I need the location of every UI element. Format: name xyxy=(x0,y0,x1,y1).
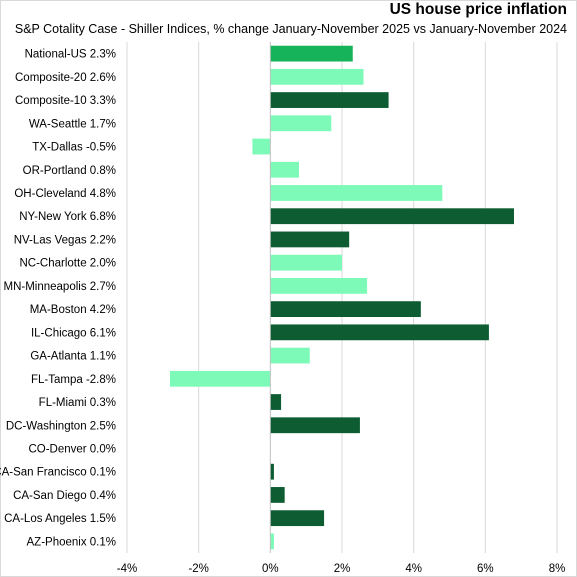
category-label-13: GA-Atlanta 1.1% xyxy=(30,351,116,363)
bar-11 xyxy=(270,301,421,318)
category-label-21: AZ-Phoenix 0.1% xyxy=(27,536,117,548)
bar-3 xyxy=(270,115,332,132)
category-label-14: FL-Tampa -2.8% xyxy=(31,374,116,386)
x-tick-label-6: 8% xyxy=(549,563,566,575)
bar-5 xyxy=(270,161,299,178)
x-tick-label-4: 4% xyxy=(405,563,422,575)
category-label-2: Composite-10 3.3% xyxy=(15,95,116,107)
bar-6 xyxy=(270,185,443,201)
bar-7 xyxy=(270,208,514,225)
category-label-15: FL-Miami 0.3% xyxy=(39,397,116,409)
bar-16 xyxy=(270,417,360,434)
category-label-6: OH-Cleveland 4.8% xyxy=(14,188,116,200)
bar-20 xyxy=(270,510,325,527)
bar-21 xyxy=(270,533,274,550)
bar-14 xyxy=(170,370,271,387)
x-tick-label-1: -2% xyxy=(188,563,208,575)
category-label-5: OR-Portland 0.8% xyxy=(23,165,116,177)
category-label-18: CA-San Francisco 0.1% xyxy=(0,467,116,479)
category-label-4: TX-Dallas -0.5% xyxy=(32,142,116,154)
category-label-16: DC-Washington 2.5% xyxy=(6,420,116,432)
bar-2 xyxy=(270,92,389,108)
x-tick-label-5: 6% xyxy=(477,563,494,575)
bar-15 xyxy=(270,394,282,410)
bar-19 xyxy=(270,487,285,503)
bar-4 xyxy=(252,138,271,155)
bar-18 xyxy=(270,463,274,480)
bar-8 xyxy=(270,231,350,248)
category-label-1: Composite-20 2.6% xyxy=(15,72,116,84)
bar-10 xyxy=(270,277,368,294)
category-label-9: NC-Charlotte 2.0% xyxy=(19,258,116,270)
category-label-19: CA-San Diego 0.4% xyxy=(13,490,116,502)
bar-9 xyxy=(270,254,342,271)
bar-12 xyxy=(270,324,489,341)
category-label-8: NV-Las Vegas 2.2% xyxy=(14,234,116,246)
x-tick-label-3: 2% xyxy=(334,563,351,575)
category-label-7: NY-New York 6.8% xyxy=(19,211,116,223)
category-label-10: MN-Minneapolis 2.7% xyxy=(4,281,117,293)
category-label-11: MA-Boston 4.2% xyxy=(30,304,116,316)
category-label-0: National-US 2.3% xyxy=(25,49,116,61)
bar-13 xyxy=(270,347,310,364)
category-label-20: CA-Los Angeles 1.5% xyxy=(4,513,116,525)
chart-subtitle: S&P Cotality Case - Shiller Indices, % c… xyxy=(14,22,567,36)
x-tick-label-2: 0% xyxy=(262,563,279,575)
category-label-12: IL-Chicago 6.1% xyxy=(31,327,116,339)
category-label-17: CO-Denver 0.0% xyxy=(28,443,116,455)
bar-1 xyxy=(270,68,364,85)
bar-0 xyxy=(270,45,353,62)
x-tick-label-0: -4% xyxy=(117,563,137,575)
chart-title: US house price inflation xyxy=(389,1,567,18)
category-label-3: WA-Seattle 1.7% xyxy=(29,118,116,130)
